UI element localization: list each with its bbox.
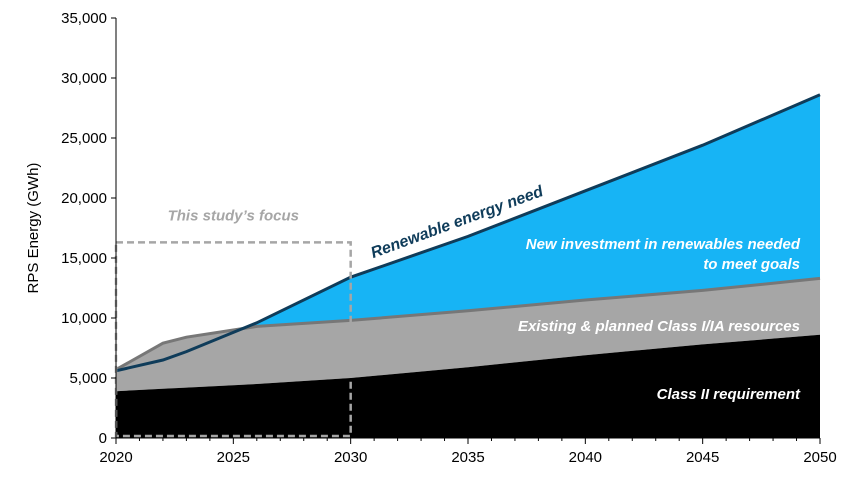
new-investment-area — [116, 94, 820, 370]
x-tick-label: 2040 — [569, 449, 602, 466]
x-tick-label: 2045 — [686, 449, 719, 466]
existing-resources-label: Existing & planned Class I/IA resources — [518, 318, 800, 335]
y-tick-label: 10,000 — [61, 310, 107, 327]
y-tick-label: 35,000 — [61, 10, 107, 27]
x-tick-label: 2035 — [451, 449, 484, 466]
x-tick-label: 2020 — [99, 449, 132, 466]
existing-resources-line — [115, 276, 821, 371]
y-tick-label: 25,000 — [61, 130, 107, 147]
focus-box-label: This study’s focus — [168, 207, 299, 224]
class-ii-label: Class II requirement — [657, 386, 801, 403]
y-tick-label: 5,000 — [69, 370, 107, 387]
axes-group: 0 5,000 10,000 15,000 20,000 25,000 30,000 35,0… — [25, 10, 837, 466]
y-tick-label: 30,000 — [61, 70, 107, 87]
y-tick-label: 15,000 — [61, 250, 107, 267]
y-tick-label: 0 — [99, 430, 107, 447]
new-investment-label-line2: to meet goals — [703, 256, 800, 273]
y-tick-label: 20,000 — [61, 190, 107, 207]
area-layers — [115, 93, 821, 438]
x-tick-label: 2025 — [217, 449, 250, 466]
new-investment-label-line1: New investment in renewables needed — [526, 236, 801, 253]
existing-resources-area — [116, 278, 820, 392]
x-tick-label: 2030 — [334, 449, 367, 466]
y-axis-label: RPS Energy (GWh) — [25, 163, 42, 294]
renewable-need-line — [115, 93, 821, 373]
x-tick-label: 2050 — [803, 449, 836, 466]
class-ii-area — [116, 334, 820, 438]
